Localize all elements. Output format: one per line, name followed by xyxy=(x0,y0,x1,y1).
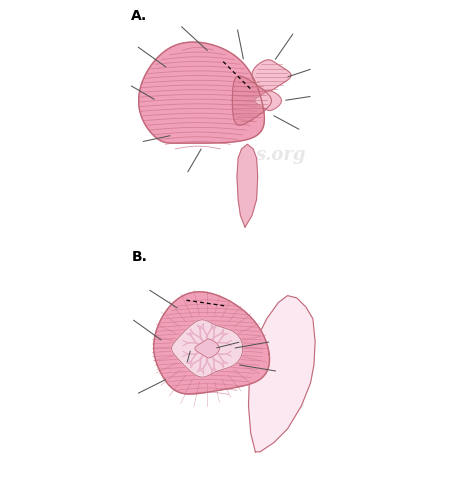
Polygon shape xyxy=(195,339,219,358)
Text: s.org: s.org xyxy=(255,147,306,164)
Text: A.: A. xyxy=(131,9,147,23)
Polygon shape xyxy=(154,292,270,394)
Text: B.: B. xyxy=(131,250,147,264)
Text: s.org: s.org xyxy=(255,392,306,410)
Polygon shape xyxy=(172,320,243,377)
Polygon shape xyxy=(252,60,291,91)
Polygon shape xyxy=(248,296,315,452)
Polygon shape xyxy=(139,42,264,143)
Polygon shape xyxy=(255,91,282,111)
Polygon shape xyxy=(237,144,258,227)
Polygon shape xyxy=(232,76,272,125)
